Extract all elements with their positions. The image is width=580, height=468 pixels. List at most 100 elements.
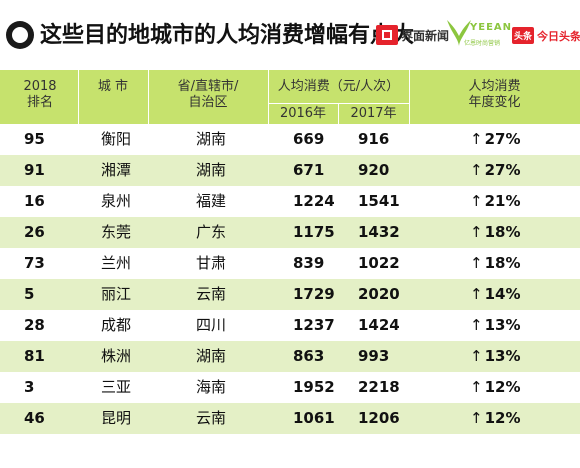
table-row: 73 兰州 甘肃 839 1022 ↑ 18%	[0, 248, 580, 279]
rank-cell: 26	[24, 223, 45, 241]
change-cell: ↑ 27%	[470, 155, 550, 186]
table-row: 95 衡阳 湖南 669 916 ↑ 27%	[0, 124, 580, 155]
up-arrow-icon: ↑	[470, 161, 483, 179]
spend-2016-cell: 1061	[293, 409, 335, 427]
header-city: 城 市	[97, 79, 129, 94]
spend-2017-cell: 1206	[358, 409, 400, 427]
header-province: 省/直辖市/ 自治区	[148, 79, 268, 111]
city-cell: 成都	[101, 316, 132, 334]
spend-2017-cell: 1541	[358, 192, 400, 210]
page-title: 这些目的地城市的人均消费增幅有点大	[40, 23, 415, 48]
change-cell: ↑ 14%	[470, 279, 550, 310]
table-row: 5 丽江 云南 1729 2020 ↑ 14%	[0, 279, 580, 310]
spend-2017-cell: 993	[358, 347, 390, 365]
spend-2017-cell: 920	[358, 161, 390, 179]
province-cell: 海南	[196, 378, 227, 396]
change-cell: ↑ 27%	[470, 124, 550, 155]
header-spend: 人均消费（元/人次）	[277, 79, 400, 94]
change-cell: ↑ 18%	[470, 217, 550, 248]
spend-2016-cell: 669	[293, 130, 325, 148]
bullet-icon	[6, 21, 34, 49]
spend-2017-cell: 916	[358, 130, 390, 148]
change-value: 12%	[484, 378, 521, 396]
rank-cell: 16	[24, 192, 45, 210]
table-row: 16 泉州 福建 1224 1541 ↑ 21%	[0, 186, 580, 217]
change-cell: ↑ 21%	[470, 186, 550, 217]
table-header: 2018 排名 城 市 省/直辖市/ 自治区 人均消费（元/人次） 2016年 …	[0, 70, 580, 124]
column-divider	[268, 70, 269, 124]
city-cell: 株洲	[101, 347, 132, 365]
rank-cell: 46	[24, 409, 45, 427]
city-cell: 东莞	[101, 223, 132, 241]
change-value: 27%	[484, 161, 521, 179]
toutiao-logo: 头条 今日头条	[512, 27, 580, 44]
up-arrow-icon: ↑	[470, 285, 483, 303]
province-cell: 广东	[196, 223, 227, 241]
header-change-line1: 人均消费	[468, 79, 521, 94]
change-value: 21%	[484, 192, 521, 210]
spend-2016-cell: 1237	[293, 316, 335, 334]
yeean-sub-text: 亿恩时尚营销	[464, 40, 501, 47]
rank-cell: 81	[24, 347, 45, 365]
rank-cell: 28	[24, 316, 45, 334]
change-cell: ↑ 13%	[470, 310, 550, 341]
province-cell: 湖南	[196, 161, 227, 179]
city-cell: 衡阳	[101, 130, 132, 148]
up-arrow-icon: ↑	[470, 378, 483, 396]
province-cell: 甘肃	[196, 254, 227, 272]
city-cell: 泉州	[101, 192, 132, 210]
province-cell: 湖南	[196, 130, 227, 148]
city-cell: 昆明	[101, 409, 132, 427]
spend-2016-cell: 671	[293, 161, 325, 179]
city-cell: 丽江	[101, 285, 132, 303]
change-value: 13%	[484, 316, 521, 334]
yeean-logo: YEEAN 亿恩时尚营销	[444, 16, 511, 54]
spend-2016-cell: 839	[293, 254, 325, 272]
table-row: 3 三亚 海南 1952 2218 ↑ 12%	[0, 372, 580, 403]
change-value: 13%	[484, 347, 521, 365]
city-cell: 兰州	[101, 254, 132, 272]
spend-2017-cell: 2218	[358, 378, 400, 396]
table-row: 91 湘潭 湖南 671 920 ↑ 27%	[0, 155, 580, 186]
column-divider	[409, 70, 410, 124]
yeean-brand-text: YEEAN	[470, 22, 513, 33]
rank-cell: 91	[24, 161, 45, 179]
header-rank-line2: 排名	[26, 95, 53, 110]
change-cell: ↑ 13%	[470, 341, 550, 372]
change-cell: ↑ 12%	[470, 372, 550, 403]
header-2016: 2016年	[279, 106, 327, 121]
header-change: 人均消费 年度变化	[409, 79, 580, 111]
spend-2016-cell: 1729	[293, 285, 335, 303]
up-arrow-icon: ↑	[470, 254, 483, 272]
change-value: 18%	[484, 254, 521, 272]
change-value: 14%	[484, 285, 521, 303]
rank-cell: 73	[24, 254, 45, 272]
up-arrow-icon: ↑	[470, 192, 483, 210]
up-arrow-icon: ↑	[470, 409, 483, 427]
city-cell: 湘潭	[101, 161, 132, 179]
rank-cell: 3	[24, 378, 35, 396]
yeean-leaf-icon	[447, 20, 471, 46]
column-divider	[338, 103, 339, 124]
header-province-line2: 自治区	[188, 95, 228, 110]
change-cell: ↑ 18%	[470, 248, 550, 279]
column-divider	[78, 70, 79, 124]
change-value: 18%	[484, 223, 521, 241]
change-value: 12%	[484, 409, 521, 427]
province-cell: 云南	[196, 285, 227, 303]
province-cell: 湖南	[196, 347, 227, 365]
spend-2017-cell: 2020	[358, 285, 400, 303]
toutiao-text: 今日头条	[537, 29, 580, 43]
city-cell: 三亚	[101, 378, 132, 396]
up-arrow-icon: ↑	[470, 130, 483, 148]
table-row: 81 株洲 湖南 863 993 ↑ 13%	[0, 341, 580, 372]
spend-2017-cell: 1432	[358, 223, 400, 241]
header-province-line1: 省/直辖市/	[177, 79, 239, 94]
province-cell: 福建	[196, 192, 227, 210]
jiemian-logo: 界面新闻	[376, 24, 449, 46]
header-change-line2: 年度变化	[468, 95, 521, 110]
spend-2016-cell: 1224	[293, 192, 335, 210]
up-arrow-icon: ↑	[470, 347, 483, 365]
jiemian-logo-text: 界面新闻	[401, 28, 450, 43]
table-row: 46 昆明 云南 1061 1206 ↑ 12%	[0, 403, 580, 434]
